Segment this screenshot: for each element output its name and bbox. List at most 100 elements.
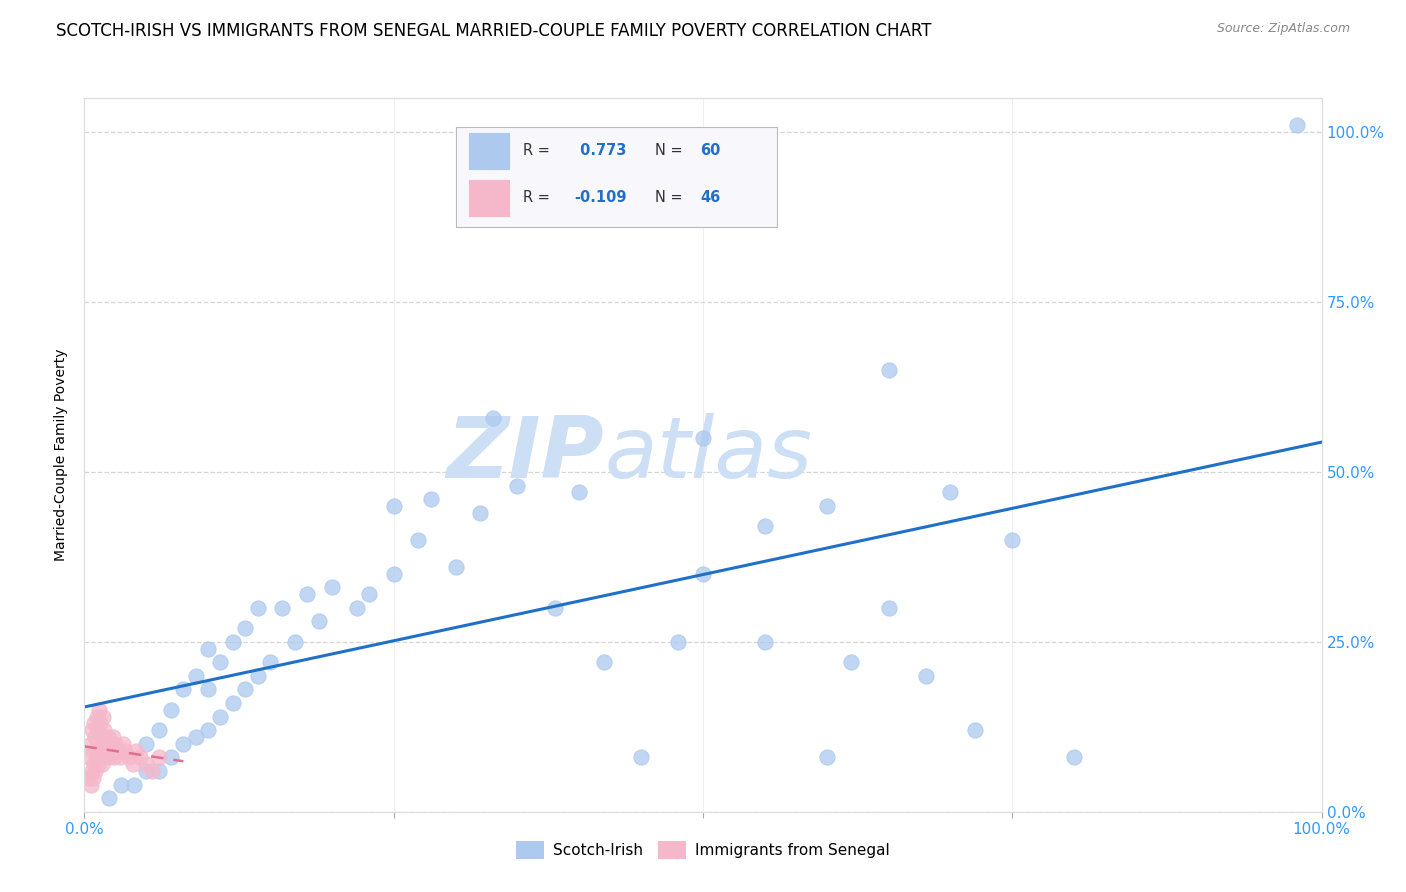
Point bbox=[90, 730, 112, 744]
Point bbox=[877, 363, 900, 377]
Point bbox=[79, 778, 101, 792]
Point bbox=[470, 506, 492, 520]
Point bbox=[87, 757, 110, 772]
Point bbox=[357, 587, 380, 601]
Point bbox=[125, 743, 148, 757]
Point bbox=[86, 709, 108, 723]
Point bbox=[100, 743, 122, 757]
Point bbox=[94, 737, 117, 751]
Point bbox=[110, 750, 132, 764]
Point bbox=[209, 655, 232, 669]
Point bbox=[83, 757, 105, 772]
Point bbox=[148, 723, 170, 738]
Point bbox=[135, 764, 157, 778]
Point bbox=[135, 757, 157, 772]
Point bbox=[308, 615, 330, 629]
Text: -0.109: -0.109 bbox=[575, 190, 627, 205]
Point bbox=[93, 750, 115, 764]
Y-axis label: Married-Couple Family Poverty: Married-Couple Family Poverty bbox=[55, 349, 69, 561]
Point bbox=[103, 750, 125, 764]
Point bbox=[87, 723, 110, 738]
Point bbox=[80, 764, 103, 778]
Point bbox=[914, 669, 936, 683]
Point bbox=[172, 737, 194, 751]
Point bbox=[197, 641, 219, 656]
Point bbox=[89, 743, 111, 757]
Point bbox=[506, 478, 529, 492]
Point bbox=[148, 750, 170, 764]
Point bbox=[101, 730, 124, 744]
Text: SCOTCH-IRISH VS IMMIGRANTS FROM SENEGAL MARRIED-COUPLE FAMILY POVERTY CORRELATIO: SCOTCH-IRISH VS IMMIGRANTS FROM SENEGAL … bbox=[56, 22, 932, 40]
Point bbox=[246, 600, 269, 615]
Point bbox=[82, 771, 104, 785]
Point bbox=[754, 519, 776, 533]
Bar bbox=[468, 132, 510, 169]
Point bbox=[1285, 118, 1308, 132]
Point bbox=[89, 703, 111, 717]
Point bbox=[118, 750, 141, 764]
Point bbox=[1001, 533, 1024, 547]
Legend: Scotch-Irish, Immigrants from Senegal: Scotch-Irish, Immigrants from Senegal bbox=[510, 835, 896, 864]
Point bbox=[90, 757, 112, 772]
Point bbox=[271, 600, 294, 615]
Point bbox=[382, 499, 405, 513]
Point bbox=[89, 750, 111, 764]
Point bbox=[543, 600, 565, 615]
Text: R =: R = bbox=[523, 190, 550, 205]
Point bbox=[419, 492, 441, 507]
Point bbox=[89, 716, 111, 731]
Point bbox=[259, 655, 281, 669]
Point bbox=[84, 730, 107, 744]
Point bbox=[444, 560, 467, 574]
Point bbox=[82, 743, 104, 757]
Point bbox=[135, 737, 157, 751]
Point bbox=[129, 750, 152, 764]
Text: 60: 60 bbox=[700, 143, 720, 158]
Point bbox=[91, 743, 114, 757]
Point bbox=[382, 566, 405, 581]
Point bbox=[79, 750, 101, 764]
Point bbox=[160, 703, 183, 717]
Point bbox=[568, 485, 591, 500]
Point bbox=[1063, 750, 1085, 764]
Point bbox=[754, 635, 776, 649]
Point bbox=[96, 743, 118, 757]
Point bbox=[815, 499, 838, 513]
Point bbox=[246, 669, 269, 683]
Point bbox=[815, 750, 838, 764]
Point bbox=[877, 600, 900, 615]
Point bbox=[97, 730, 120, 744]
Point bbox=[197, 723, 219, 738]
Text: 0.773: 0.773 bbox=[575, 143, 626, 158]
Point bbox=[86, 750, 108, 764]
Point bbox=[93, 723, 115, 738]
Point bbox=[295, 587, 318, 601]
Point bbox=[233, 621, 256, 635]
Text: ZIP: ZIP bbox=[446, 413, 605, 497]
Point bbox=[630, 750, 652, 764]
Point bbox=[91, 709, 114, 723]
Point bbox=[98, 737, 121, 751]
Point bbox=[209, 709, 232, 723]
Text: Source: ZipAtlas.com: Source: ZipAtlas.com bbox=[1216, 22, 1350, 36]
Point bbox=[184, 669, 207, 683]
Point bbox=[593, 655, 616, 669]
Point bbox=[148, 764, 170, 778]
Point bbox=[107, 743, 129, 757]
Point bbox=[114, 743, 136, 757]
Point bbox=[104, 737, 127, 751]
Point bbox=[121, 757, 143, 772]
Text: R =: R = bbox=[523, 143, 550, 158]
Point bbox=[98, 750, 121, 764]
Point bbox=[692, 566, 714, 581]
Text: 46: 46 bbox=[700, 190, 720, 205]
Point bbox=[83, 716, 105, 731]
Text: N =: N = bbox=[655, 190, 683, 205]
Point bbox=[666, 635, 689, 649]
Point bbox=[111, 737, 134, 751]
Point bbox=[321, 581, 343, 595]
Point bbox=[408, 533, 430, 547]
Bar bbox=[468, 178, 510, 217]
Point bbox=[481, 410, 503, 425]
Point bbox=[222, 635, 245, 649]
